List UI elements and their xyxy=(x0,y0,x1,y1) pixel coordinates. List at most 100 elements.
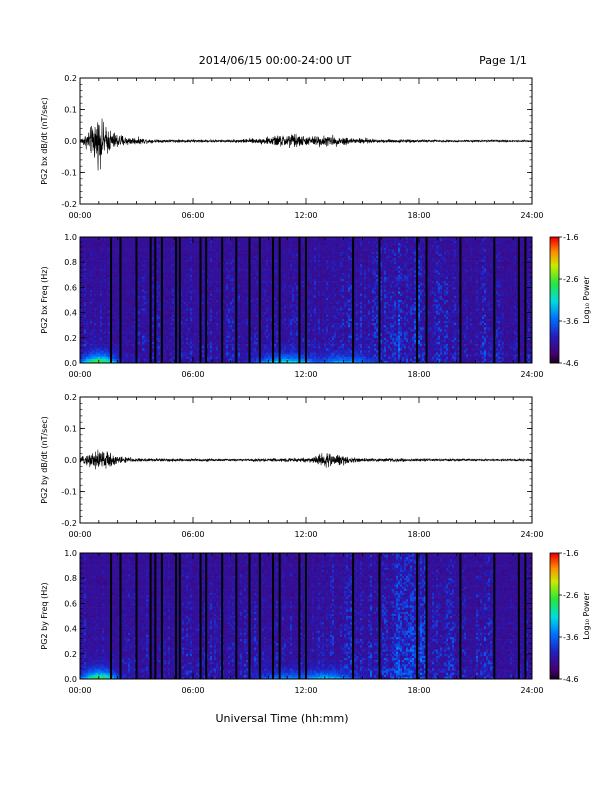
y-tick-label: 0.2 xyxy=(64,393,77,402)
colorbar-label: Log₁₀ Power xyxy=(582,276,591,324)
data-gap-line xyxy=(235,553,237,679)
data-gap-line xyxy=(154,553,156,679)
y-tick-label: 0.4 xyxy=(64,625,77,634)
x-tick-label: 00:00 xyxy=(68,370,91,379)
y-tick-label: 0.2 xyxy=(64,74,77,83)
x-tick-label: 18:00 xyxy=(407,370,430,379)
x-tick-label: 00:00 xyxy=(68,530,91,539)
data-gap-line xyxy=(298,553,300,679)
y-tick-label: 1.0 xyxy=(64,233,77,242)
data-gap-line xyxy=(279,237,281,363)
data-gap-line xyxy=(175,553,177,679)
data-gap-line xyxy=(279,553,281,679)
data-gap-line xyxy=(249,553,251,679)
panel-by-timeseries: 00:00 06:00 12:00 18:00 24:000.20.10.0-0.1-0… xyxy=(40,393,544,539)
y-tick-label: 0.8 xyxy=(64,574,77,583)
y-tick-label: -0.2 xyxy=(61,200,77,209)
x-tick-label: 06:00 xyxy=(181,686,204,695)
colorbar-tick-label: -2.6 xyxy=(563,591,579,600)
y-axis-title: PG2 by dB/dt (nT/sec) xyxy=(40,416,49,503)
data-gap-line xyxy=(518,237,520,363)
data-gap-line xyxy=(493,237,495,363)
data-gap-line xyxy=(161,553,163,679)
data-gap-line xyxy=(221,237,223,363)
data-gap-line xyxy=(200,237,202,363)
data-gap-line xyxy=(235,237,237,363)
dbdt-trace xyxy=(80,450,532,470)
colorbar-label: Log₁₀ Power xyxy=(582,592,591,640)
x-tick-label: 12:00 xyxy=(294,370,317,379)
y-tick-label: 0.2 xyxy=(64,650,77,659)
y-tick-label: 0.0 xyxy=(64,456,77,465)
colorbar-tick-label: -1.6 xyxy=(563,233,579,242)
x-tick-label: 12:00 xyxy=(294,211,317,220)
x-tick-label: 00:00 xyxy=(68,686,91,695)
page-indicator: Page 1/1 xyxy=(479,54,527,67)
data-gap-line xyxy=(459,237,461,363)
data-gap-line xyxy=(272,553,274,679)
x-tick-label: 24:00 xyxy=(520,530,543,539)
y-tick-label: 0.8 xyxy=(64,258,77,267)
x-tick-label: 18:00 xyxy=(407,530,430,539)
data-gap-line xyxy=(352,237,354,363)
panel-bx-timeseries: 00:00 06:00 12:00 18:00 24:000.20.10.0-0.1-0… xyxy=(40,74,544,220)
y-tick-label: 1.0 xyxy=(64,549,77,558)
colorbar-tick-label: -4.6 xyxy=(563,359,579,368)
x-tick-label: 06:00 xyxy=(181,530,204,539)
panel-by-spectrogram: 00:00 06:00 12:00 18:00 24:001.00.80.60.40.2… xyxy=(40,549,544,695)
x-tick-label: 06:00 xyxy=(181,370,204,379)
data-gap-line xyxy=(205,553,207,679)
x-tick-label: 24:00 xyxy=(520,370,543,379)
y-tick-label: 0.4 xyxy=(64,309,77,318)
data-gap-line xyxy=(259,553,261,679)
colorbar-tick-label: -2.6 xyxy=(563,275,579,284)
data-gap-line xyxy=(426,237,428,363)
data-gap-line xyxy=(416,553,418,679)
y-tick-label: -0.1 xyxy=(61,488,77,497)
x-tick-label: 24:00 xyxy=(520,211,543,220)
data-gap-line xyxy=(205,237,207,363)
colorbar-tick-label: -4.6 xyxy=(563,675,579,684)
data-gap-line xyxy=(154,237,156,363)
x-tick-label: 18:00 xyxy=(407,211,430,220)
data-gap-line xyxy=(175,237,177,363)
data-gap-line xyxy=(136,553,138,679)
data-gap-line xyxy=(524,237,526,363)
y-tick-label: 0.0 xyxy=(64,675,77,684)
data-gap-line xyxy=(416,237,418,363)
data-gap-line xyxy=(493,553,495,679)
y-tick-label: 0.0 xyxy=(64,359,77,368)
data-gap-line xyxy=(119,553,121,679)
data-gap-line xyxy=(426,553,428,679)
data-gap-line xyxy=(518,553,520,679)
x-tick-label: 24:00 xyxy=(520,686,543,695)
y-axis-title: PG2 bx dB/dt (nT/sec) xyxy=(40,97,49,184)
data-gap-line xyxy=(179,237,181,363)
colorbar-tick-label: -3.6 xyxy=(563,317,579,326)
y-tick-label: 0.1 xyxy=(64,106,77,115)
y-tick-label: -0.2 xyxy=(61,519,77,528)
y-tick-label: -0.1 xyxy=(61,169,77,178)
data-gap-line xyxy=(249,237,251,363)
y-axis-title: PG2 by Freq (Hz) xyxy=(40,582,49,649)
panel-bx-spectrogram: 00:00 06:00 12:00 18:00 24:00 1.0 0.8 0.6 0.4 0.2… xyxy=(40,233,544,379)
data-gap-line xyxy=(272,237,274,363)
x-tick-label: 06:00 xyxy=(181,211,204,220)
dbdt-trace xyxy=(80,118,532,170)
data-gap-line xyxy=(150,237,152,363)
data-gap-line xyxy=(352,553,354,679)
data-gap-line xyxy=(298,237,300,363)
data-gap-line xyxy=(305,553,307,679)
x-tick-label: 18:00 xyxy=(407,686,430,695)
y-tick-label: 0.6 xyxy=(64,283,77,292)
data-gap-line xyxy=(524,553,526,679)
data-gap-line xyxy=(110,553,112,679)
y-tick-label: 0.2 xyxy=(64,334,77,343)
colorbar-tick-label: -1.6 xyxy=(563,549,579,558)
data-gap-line xyxy=(110,237,112,363)
x-tick-label: 12:00 xyxy=(294,686,317,695)
colorbar-tick-label: -3.6 xyxy=(563,633,579,642)
y-tick-label: 0.1 xyxy=(64,425,77,434)
data-gap-line xyxy=(179,553,181,679)
